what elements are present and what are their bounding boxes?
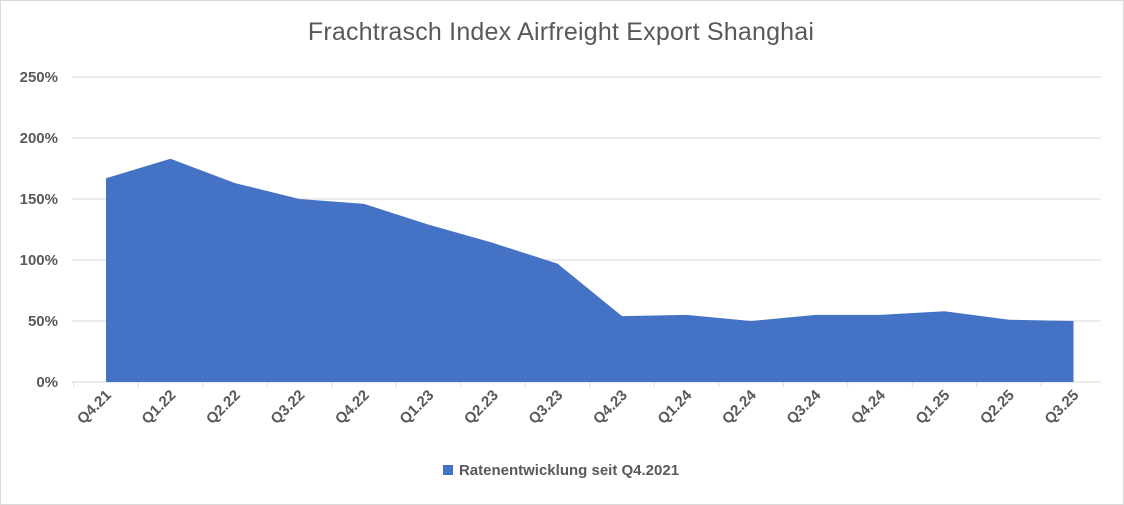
- legend-swatch: [442, 465, 453, 475]
- x-tick-label: Q1.25: [912, 387, 953, 428]
- chart-title: Frachtrasch Index Airfreight Export Shan…: [307, 18, 815, 46]
- x-tick-label: Q1.22: [138, 387, 179, 428]
- x-tick-label: Q1.23: [396, 387, 437, 428]
- series-area: [106, 158, 1074, 382]
- x-tick-label: Q4.23: [590, 387, 631, 428]
- y-tick-label: 250%: [20, 69, 58, 86]
- x-tick-label: Q2.22: [203, 387, 244, 428]
- legend-label: Ratenentwicklung seit Q4.2021: [458, 462, 680, 479]
- chart-legend: Ratenentwicklung seit Q4.2021: [0, 462, 1122, 479]
- x-tick-label: Q1.24: [654, 386, 695, 427]
- y-tick-label: 0%: [36, 374, 58, 391]
- x-tick-label: Q3.22: [267, 387, 308, 428]
- x-tick-label: Q3.23: [525, 387, 566, 428]
- y-tick-label: 100%: [20, 252, 58, 269]
- x-tick-label: Q4.21: [74, 387, 115, 428]
- x-tick-label: Q4.22: [332, 387, 373, 428]
- x-tick-label: Q4.24: [848, 386, 889, 427]
- x-tick-label: Q2.25: [977, 387, 1018, 428]
- x-tick-label: Q3.25: [1041, 387, 1082, 428]
- y-tick-label: 50%: [28, 313, 58, 330]
- x-tick-label: Q2.24: [719, 386, 760, 427]
- x-tick-label: Q2.23: [461, 387, 502, 428]
- y-tick-label: 200%: [20, 130, 58, 147]
- y-tick-label: 150%: [20, 191, 58, 208]
- x-tick-label: Q3.24: [783, 386, 824, 427]
